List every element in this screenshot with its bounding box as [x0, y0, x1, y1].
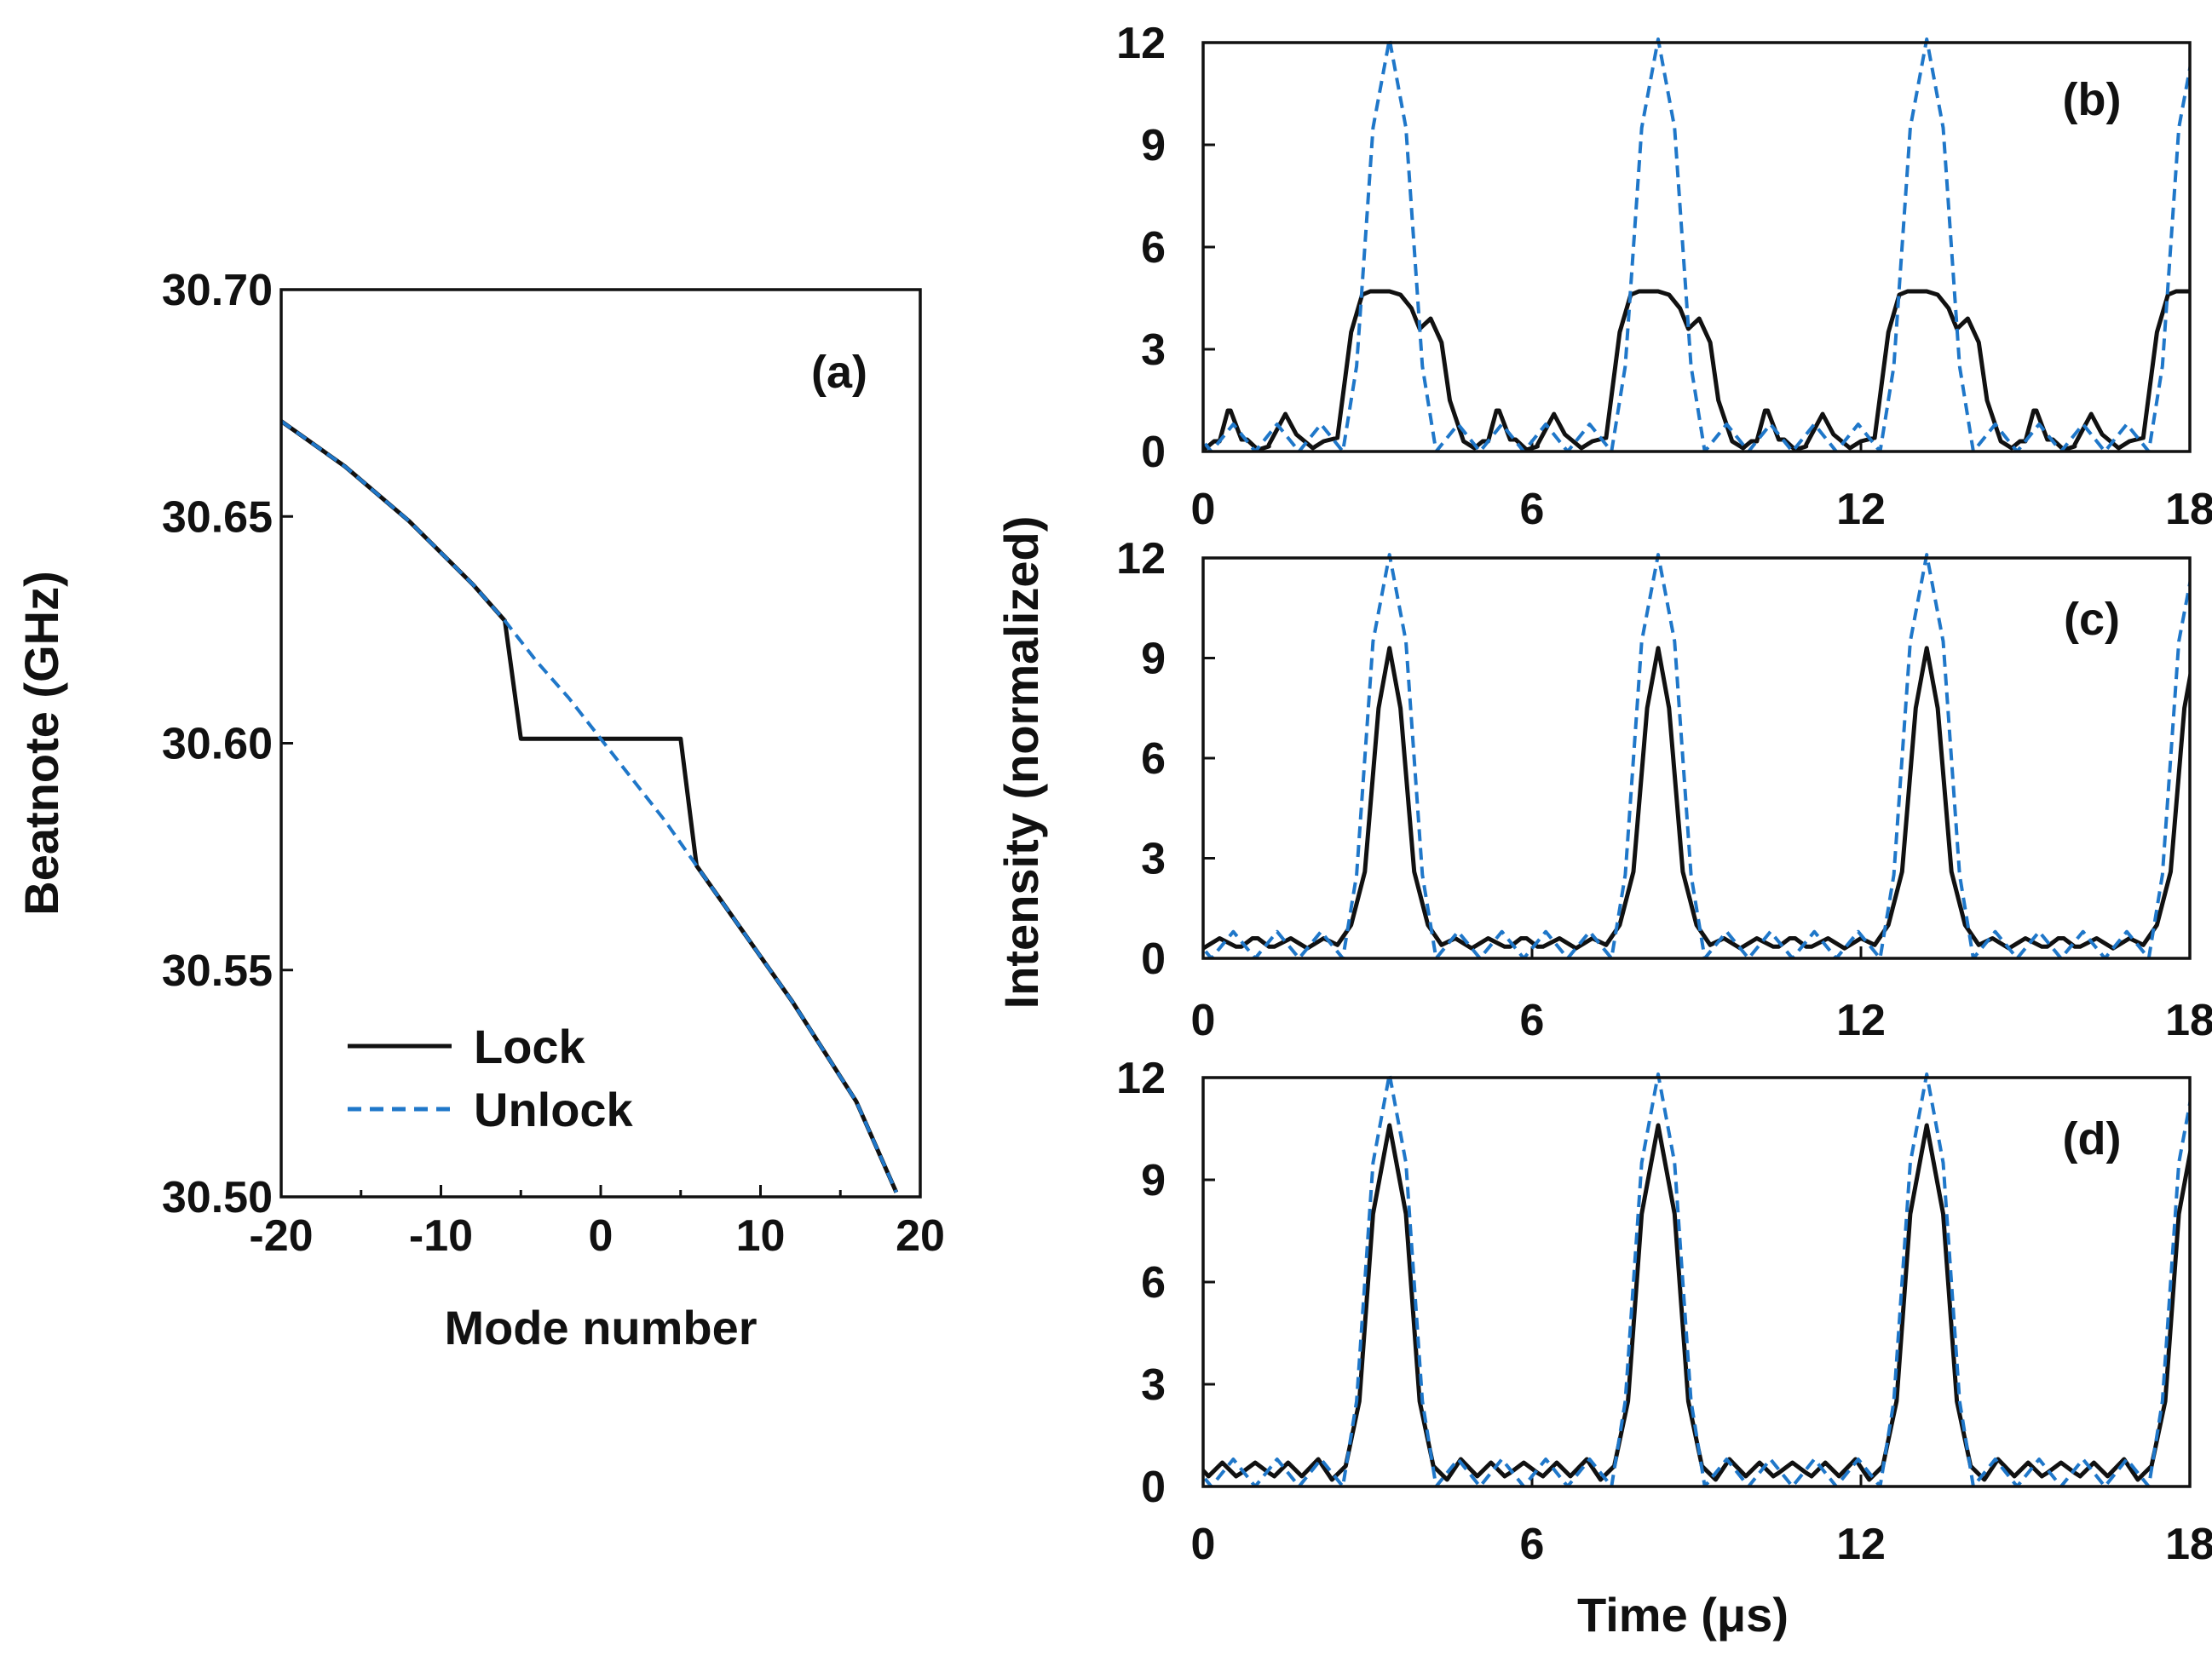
x-tick-label: 6 — [1520, 485, 1545, 534]
panel-b-intensity-chart: 0 6 12 18 0 3 6 9 12 (b) — [1116, 19, 2212, 534]
x-tick-label: 0 — [589, 1211, 613, 1261]
plot-frame — [1201, 41, 2192, 453]
series-line-lock — [281, 419, 899, 1193]
y-tick-label: 0 — [1141, 934, 1166, 984]
x-tick-label: 6 — [1520, 996, 1545, 1045]
y-tick-label: 30.55 — [162, 946, 273, 996]
y-tick-label: 30.70 — [162, 266, 273, 315]
shared-x-axis-label: Time (μs) — [1577, 1588, 1789, 1642]
series-line-unlock — [1203, 37, 2190, 451]
y-tick-label: 9 — [1141, 635, 1166, 684]
y-tick-label: 30.50 — [162, 1173, 273, 1222]
series-line-unlock — [1203, 553, 2190, 958]
y-tick-label: 3 — [1141, 835, 1166, 884]
x-tick-label: 0 — [1191, 996, 1216, 1045]
y-tick-label: 9 — [1141, 1156, 1166, 1205]
series-line-lock — [1203, 289, 2190, 451]
legend: Lock Unlock — [348, 1020, 634, 1136]
panel-label: (a) — [811, 347, 867, 398]
y-tick-label: 0 — [1141, 1463, 1166, 1512]
legend-lock-label: Lock — [474, 1020, 586, 1073]
y-axis-label: Beatnote (GHz) — [14, 571, 68, 915]
x-tick-label: 18 — [2165, 996, 2212, 1045]
y-tick-label: 6 — [1141, 1258, 1166, 1308]
y-tick-label: 9 — [1141, 121, 1166, 170]
y-tick-label: 3 — [1141, 325, 1166, 375]
y-tick-label: 12 — [1116, 19, 1166, 68]
x-tick-label: 18 — [2165, 485, 2212, 534]
x-tick-label: 6 — [1520, 1520, 1545, 1569]
x-tick-label: 12 — [1836, 485, 1886, 534]
series-line-unlock — [281, 419, 898, 1193]
plot-frame — [279, 288, 922, 1199]
series-line-unlock — [1203, 1072, 2190, 1486]
x-tick-label: 10 — [736, 1211, 786, 1261]
y-tick-label: 12 — [1116, 1054, 1166, 1103]
panel-a-beatnote-chart: -20 -10 0 10 20 30.50 30.55 30.60 30.65 30.70 (a) M… — [14, 266, 945, 1354]
plot-frame — [1201, 1076, 2192, 1488]
x-tick-label: -20 — [249, 1211, 313, 1261]
x-tick-label: 18 — [2165, 1520, 2212, 1569]
panel-label: (b) — [2063, 74, 2122, 125]
series-line-lock — [1203, 646, 2190, 951]
y-tick-label: 6 — [1141, 734, 1166, 784]
y-tick-label: 30.65 — [162, 492, 273, 542]
y-tick-label: 0 — [1141, 428, 1166, 477]
y-tick-label: 30.60 — [162, 720, 273, 769]
x-tick-label: 0 — [1191, 485, 1216, 534]
x-tick-label: 12 — [1836, 1520, 1886, 1569]
plot-frame — [1201, 556, 2192, 960]
x-tick-label: 20 — [896, 1211, 945, 1261]
shared-y-axis-label: Intensity (normalized) — [994, 516, 1048, 1009]
panel-c-intensity-chart: 0 6 12 18 0 3 6 9 12 (c) — [1116, 534, 2212, 1045]
series-line-lock — [1203, 1123, 2190, 1482]
x-tick-label: -10 — [409, 1211, 473, 1261]
y-tick-label: 12 — [1116, 534, 1166, 584]
x-tick-label: 12 — [1836, 996, 1886, 1045]
y-tick-label: 6 — [1141, 223, 1166, 273]
panel-label: (c) — [2064, 594, 2120, 645]
x-tick-label: 0 — [1191, 1520, 1216, 1569]
x-axis-label: Mode number — [444, 1301, 757, 1354]
panel-label: (d) — [2063, 1113, 2122, 1164]
panel-d-intensity-chart: 0 6 12 18 0 3 6 9 12 (d) — [1116, 1054, 2212, 1569]
legend-unlock-label: Unlock — [474, 1083, 634, 1136]
y-tick-label: 3 — [1141, 1360, 1166, 1410]
